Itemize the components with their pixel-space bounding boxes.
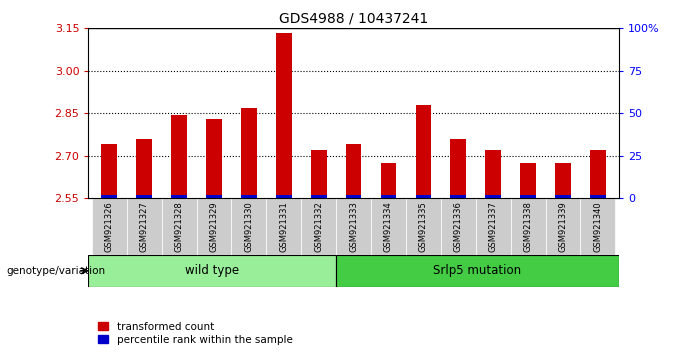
Bar bbox=[486, 195, 501, 198]
Bar bbox=[88, 255, 336, 287]
Bar bbox=[486, 150, 501, 198]
FancyBboxPatch shape bbox=[267, 198, 301, 255]
Bar bbox=[415, 105, 431, 198]
Bar bbox=[311, 150, 326, 198]
Bar bbox=[555, 195, 571, 198]
FancyBboxPatch shape bbox=[371, 198, 406, 255]
FancyBboxPatch shape bbox=[406, 198, 441, 255]
FancyBboxPatch shape bbox=[162, 198, 197, 255]
Bar bbox=[345, 195, 362, 198]
Bar bbox=[450, 139, 466, 198]
Bar bbox=[590, 195, 606, 198]
Text: GSM921327: GSM921327 bbox=[139, 201, 149, 252]
Text: GSM921326: GSM921326 bbox=[105, 201, 114, 252]
Bar bbox=[336, 255, 619, 287]
FancyBboxPatch shape bbox=[301, 198, 336, 255]
Text: GSM921334: GSM921334 bbox=[384, 201, 393, 252]
FancyBboxPatch shape bbox=[92, 198, 126, 255]
Text: GSM921328: GSM921328 bbox=[175, 201, 184, 252]
Bar bbox=[555, 163, 571, 198]
Bar bbox=[206, 119, 222, 198]
Bar bbox=[381, 195, 396, 198]
Text: GSM921332: GSM921332 bbox=[314, 201, 323, 252]
Bar bbox=[171, 195, 187, 198]
Bar bbox=[241, 108, 257, 198]
Title: GDS4988 / 10437241: GDS4988 / 10437241 bbox=[279, 12, 428, 26]
Text: GSM921330: GSM921330 bbox=[244, 201, 254, 252]
FancyBboxPatch shape bbox=[336, 198, 371, 255]
FancyBboxPatch shape bbox=[126, 198, 162, 255]
Bar bbox=[520, 163, 536, 198]
Bar bbox=[206, 195, 222, 198]
Bar bbox=[345, 144, 362, 198]
Legend: transformed count, percentile rank within the sample: transformed count, percentile rank withi… bbox=[94, 317, 296, 349]
Bar bbox=[276, 195, 292, 198]
Text: wild type: wild type bbox=[185, 264, 239, 277]
Bar bbox=[520, 195, 536, 198]
Text: GSM921331: GSM921331 bbox=[279, 201, 288, 252]
Bar bbox=[381, 163, 396, 198]
Text: GSM921339: GSM921339 bbox=[558, 201, 568, 252]
Text: GSM921337: GSM921337 bbox=[489, 201, 498, 252]
Bar bbox=[137, 195, 152, 198]
FancyBboxPatch shape bbox=[441, 198, 476, 255]
FancyBboxPatch shape bbox=[231, 198, 267, 255]
Bar bbox=[137, 139, 152, 198]
Text: genotype/variation: genotype/variation bbox=[7, 266, 106, 276]
Text: GSM921333: GSM921333 bbox=[349, 201, 358, 252]
Bar bbox=[276, 33, 292, 198]
Text: GSM921340: GSM921340 bbox=[594, 201, 602, 252]
Text: Srlp5 mutation: Srlp5 mutation bbox=[433, 264, 522, 277]
Bar bbox=[415, 195, 431, 198]
FancyBboxPatch shape bbox=[545, 198, 581, 255]
Bar bbox=[450, 195, 466, 198]
Bar bbox=[101, 144, 117, 198]
Bar bbox=[171, 115, 187, 198]
FancyBboxPatch shape bbox=[511, 198, 545, 255]
Bar bbox=[311, 195, 326, 198]
Text: GSM921329: GSM921329 bbox=[209, 201, 218, 252]
Bar bbox=[241, 195, 257, 198]
FancyBboxPatch shape bbox=[581, 198, 615, 255]
Text: GSM921338: GSM921338 bbox=[524, 201, 532, 252]
Text: GSM921336: GSM921336 bbox=[454, 201, 463, 252]
Text: GSM921335: GSM921335 bbox=[419, 201, 428, 252]
FancyBboxPatch shape bbox=[197, 198, 231, 255]
Bar bbox=[590, 150, 606, 198]
FancyBboxPatch shape bbox=[476, 198, 511, 255]
Bar bbox=[101, 195, 117, 198]
